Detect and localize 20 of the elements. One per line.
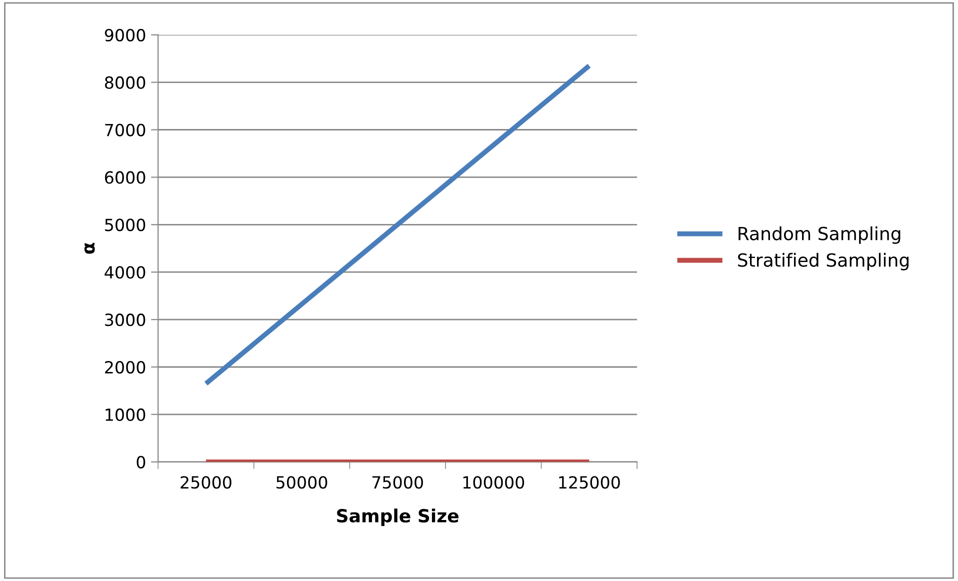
- x-tick-label: 75000: [372, 476, 423, 489]
- x-tick-label: 125000: [559, 476, 620, 489]
- x-tick-label: 25000: [180, 476, 232, 489]
- y-tick-label: 2000: [105, 360, 146, 374]
- y-tick-label: 4000: [104, 266, 146, 279]
- x-axis-title: Sample Size: [337, 508, 458, 526]
- legend-label: Random Sampling: [738, 226, 900, 244]
- y-tick-label: 7000: [105, 124, 146, 136]
- x-tick-label: 100000: [463, 476, 524, 489]
- line-series: [204, 63, 592, 386]
- y-tick-label: 1000: [106, 408, 146, 422]
- y-tick-label: 6000: [105, 171, 146, 184]
- y-tick-label: 9000: [104, 28, 146, 42]
- y-tick-label: 3000: [105, 314, 146, 326]
- y-tick-label: 8000: [104, 76, 146, 89]
- legend-label: Stratified Sampling: [738, 252, 909, 270]
- y-axis-title: α: [84, 242, 95, 254]
- y-tick-label: 0: [136, 456, 146, 468]
- x-tick-label: 50000: [276, 476, 328, 489]
- y-tick-label: 5000: [105, 218, 146, 232]
